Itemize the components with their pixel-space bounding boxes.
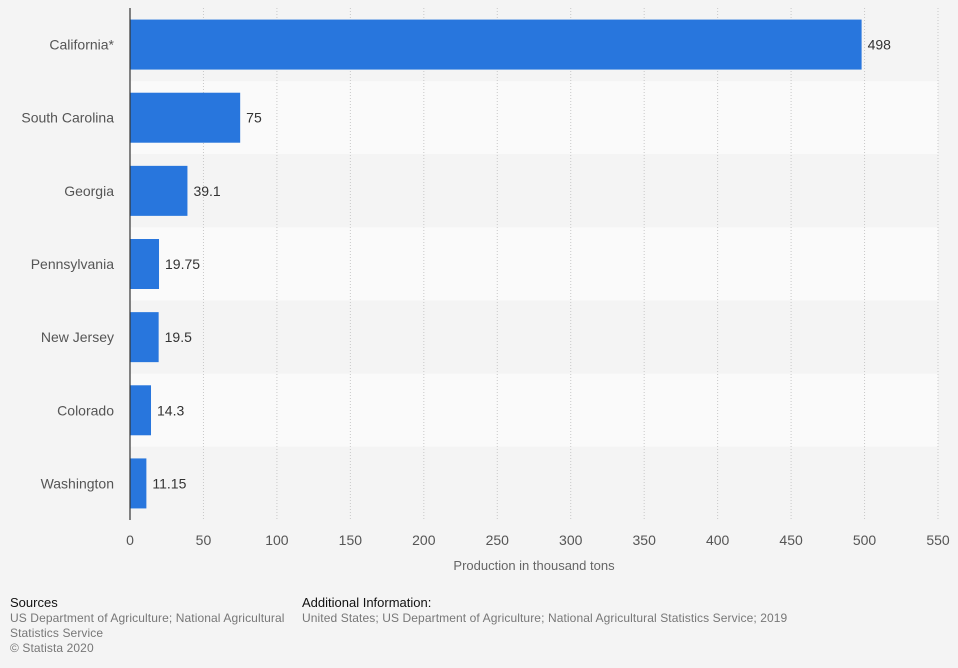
data-label: 498 xyxy=(868,37,892,53)
category-label: New Jersey xyxy=(41,329,114,345)
category-label: California* xyxy=(49,37,114,53)
x-tick-label: 300 xyxy=(559,532,583,548)
row-band xyxy=(130,227,938,301)
sources-text: US Department of Agriculture; National A… xyxy=(10,611,285,640)
bar[interactable] xyxy=(130,239,160,289)
copyright-text: © Statista 2020 xyxy=(10,641,94,655)
additional-info-heading: Additional Information: xyxy=(302,595,432,610)
bar-chart: 0 50 100 150 200 250 300 350 400 450 500 550 Califor… xyxy=(21,8,950,573)
x-tick-label: 0 xyxy=(126,532,134,548)
x-tick-label: 250 xyxy=(486,532,510,548)
x-tick-label: 450 xyxy=(779,532,803,548)
row-bands xyxy=(130,8,938,520)
gridlines xyxy=(202,8,939,520)
category-label: Washington xyxy=(41,475,114,491)
x-axis-title: Production in thousand tons xyxy=(453,558,615,573)
bar[interactable] xyxy=(130,165,188,216)
data-label: 19.5 xyxy=(165,329,192,345)
data-label: 19.75 xyxy=(165,256,200,272)
category-label: South Carolina xyxy=(21,110,114,126)
x-tick-label: 400 xyxy=(706,532,730,548)
bar[interactable] xyxy=(130,312,159,363)
additional-info-section: Additional Information: United States; U… xyxy=(302,595,942,626)
x-tick-label: 100 xyxy=(265,532,289,548)
x-tick-label: 150 xyxy=(339,532,363,548)
bars xyxy=(130,19,862,509)
bar[interactable] xyxy=(130,92,241,143)
x-tick-label: 550 xyxy=(926,532,950,548)
labels: 0 50 100 150 200 250 300 350 400 450 500 550 Califor… xyxy=(21,37,950,548)
bar[interactable] xyxy=(130,385,152,436)
additional-info-text: United States; US Department of Agricult… xyxy=(302,611,788,625)
x-tick-label: 500 xyxy=(853,532,877,548)
category-label: Colorado xyxy=(57,402,114,418)
data-label: 75 xyxy=(246,110,262,126)
row-band xyxy=(130,154,938,228)
category-label: Georgia xyxy=(64,183,114,199)
bar[interactable] xyxy=(130,19,862,70)
row-band xyxy=(130,81,938,155)
row-band xyxy=(130,300,938,374)
x-tick-label: 350 xyxy=(633,532,657,548)
x-tick-label: 50 xyxy=(196,532,212,548)
sources-heading: Sources xyxy=(10,595,58,610)
bar[interactable] xyxy=(130,458,147,509)
x-tick-label: 200 xyxy=(412,532,436,548)
data-label: 39.1 xyxy=(193,183,220,199)
data-label: 11.15 xyxy=(152,475,186,491)
data-label: 14.3 xyxy=(157,402,184,418)
category-label: Pennsylvania xyxy=(31,256,114,272)
sources-section: Sources US Department of Agriculture; Na… xyxy=(10,595,295,656)
row-band xyxy=(130,446,938,520)
row-band xyxy=(130,373,938,447)
